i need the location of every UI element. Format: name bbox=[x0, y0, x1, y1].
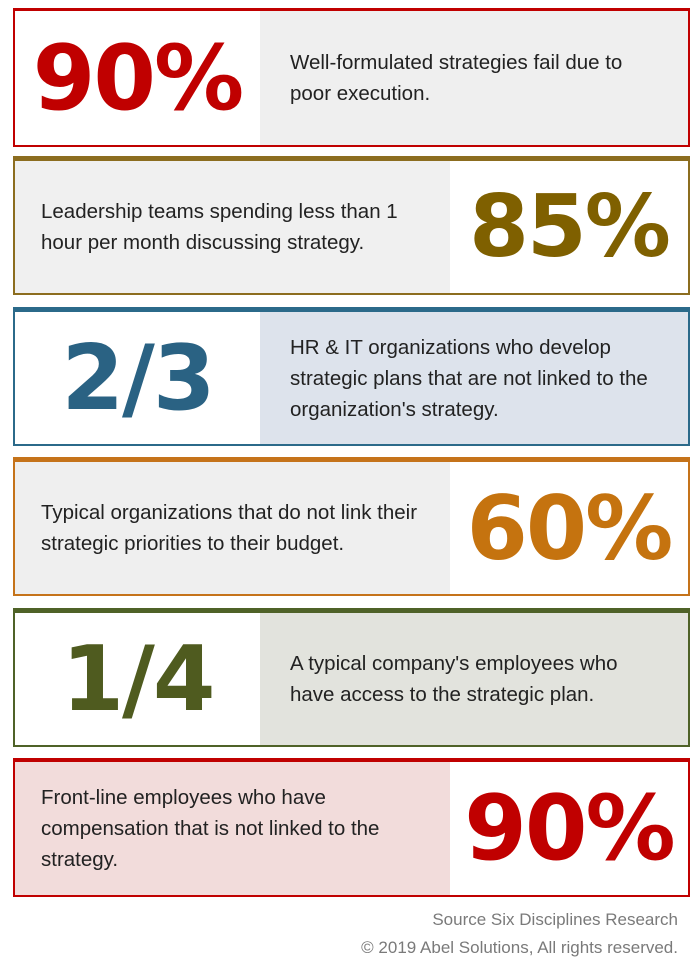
stat-card-1: 90% Well-formulated strategies fail due … bbox=[13, 8, 690, 147]
stat-description: HR & IT organizations who develop strate… bbox=[260, 312, 688, 444]
stat-card-4: Typical organizations that do not link t… bbox=[13, 457, 690, 596]
stat-description: A typical company's employees who have a… bbox=[260, 613, 688, 745]
stat-description: Front-line employees who have compensati… bbox=[15, 762, 450, 895]
stat-description: Leadership teams spending less than 1 ho… bbox=[15, 161, 450, 293]
stat-value: 85% bbox=[450, 161, 688, 293]
footer: Source Six Disciplines Research © 2019 A… bbox=[361, 906, 678, 962]
stat-card-6: Front-line employees who have compensati… bbox=[13, 758, 690, 897]
stat-description: Well-formulated strategies fail due to p… bbox=[260, 11, 688, 145]
stat-value: 1/4 bbox=[15, 613, 260, 745]
stat-description: Typical organizations that do not link t… bbox=[15, 462, 450, 594]
stat-value: 90% bbox=[450, 762, 688, 895]
stat-card-5: 1/4 A typical company's employees who ha… bbox=[13, 608, 690, 747]
source-credit: Source Six Disciplines Research bbox=[432, 910, 678, 929]
stat-value: 60% bbox=[450, 462, 688, 594]
copyright-notice: © 2019 Abel Solutions, All rights reserv… bbox=[361, 938, 678, 957]
stat-card-3: 2/3 HR & IT organizations who develop st… bbox=[13, 307, 690, 446]
stat-card-2: Leadership teams spending less than 1 ho… bbox=[13, 156, 690, 295]
stat-value: 2/3 bbox=[15, 312, 260, 444]
stat-value: 90% bbox=[15, 11, 260, 145]
